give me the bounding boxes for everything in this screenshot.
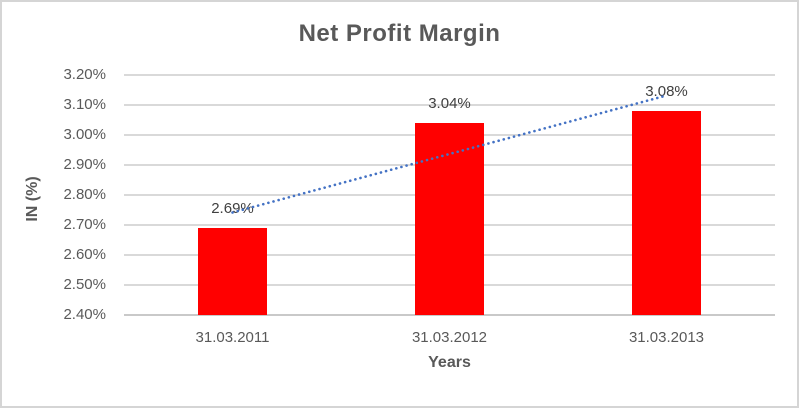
bar-31.03.2012[interactable] bbox=[415, 123, 484, 315]
data-label: 3.08% bbox=[645, 83, 688, 100]
y-tick-label: 3.10% bbox=[63, 96, 106, 113]
y-tick-label: 2.80% bbox=[63, 186, 106, 203]
x-axis-title: Years bbox=[428, 354, 471, 371]
bar-31.03.2013[interactable] bbox=[632, 111, 701, 315]
y-tick-label: 2.50% bbox=[63, 276, 106, 293]
y-axis-tick-labels: 2.40% 2.50% 2.60% 2.70% 2.80% 2.90% 3.00% 3.10%… bbox=[2, 66, 106, 323]
plot-area: 2.69% 3.04% 3.08% bbox=[124, 74, 775, 316]
x-tick-label: 31.03.2012 bbox=[411, 329, 488, 346]
trendline-layer bbox=[231, 94, 668, 214]
data-label: 3.04% bbox=[428, 95, 471, 112]
y-tick-label: 2.40% bbox=[63, 306, 106, 323]
gridline bbox=[124, 104, 775, 106]
y-tick-label: 3.00% bbox=[63, 126, 106, 143]
x-axis-line bbox=[124, 314, 775, 316]
x-axis-tick-labels: 31.03.2011 31.03.2012 31.03.2013 bbox=[124, 328, 775, 348]
bar-31.03.2011[interactable] bbox=[198, 228, 267, 315]
x-tick-label: 31.03.2013 bbox=[628, 329, 705, 346]
y-tick-label: 2.90% bbox=[63, 156, 106, 173]
chart-title: Net Profit Margin bbox=[298, 20, 501, 47]
x-tick-label: 31.03.2011 bbox=[195, 329, 270, 346]
data-label: 2.69% bbox=[211, 200, 254, 217]
trendline[interactable] bbox=[231, 94, 668, 214]
gridline bbox=[124, 74, 775, 76]
y-tick-label: 2.70% bbox=[63, 216, 106, 233]
y-tick-label: 3.20% bbox=[63, 66, 106, 83]
y-tick-label: 2.60% bbox=[63, 246, 106, 263]
